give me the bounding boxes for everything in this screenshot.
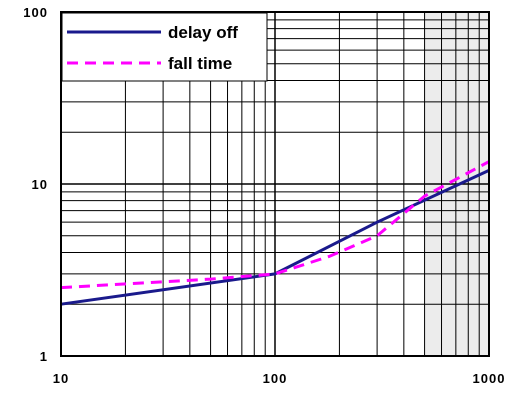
tick-labels: 10 100 1000 1 10 100	[23, 5, 506, 386]
x-tick-label: 10	[53, 371, 69, 386]
series-lines	[60, 160, 490, 306]
plot-frame	[60, 11, 490, 357]
y-tick-label: 100	[23, 5, 48, 20]
y-tick-label: 10	[32, 177, 48, 192]
legend-label-fall-time: fall time	[168, 54, 232, 73]
x-tick-label: 100	[263, 371, 288, 386]
y-tick-label: 1	[40, 349, 48, 364]
series-line-delay-off	[60, 169, 490, 306]
legend-label-delay-off: delay off	[168, 23, 238, 42]
legend-box	[61, 12, 268, 82]
series-line-fall-time	[60, 160, 490, 290]
legend: delay off fall time	[61, 12, 268, 82]
x-tick-label: 1000	[473, 371, 506, 386]
